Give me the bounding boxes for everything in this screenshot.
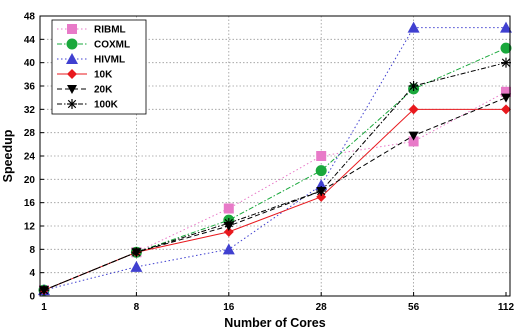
data-point-100k — [316, 186, 327, 196]
x-tick-label: 112 — [498, 302, 515, 313]
y-axis-label: Speedup — [1, 129, 15, 182]
legend-label: 20K — [94, 85, 113, 96]
legend-marker — [67, 24, 77, 34]
data-point-20k — [408, 131, 419, 141]
legend-item-coxml: COXML — [57, 38, 130, 51]
data-point-100k — [131, 247, 142, 258]
legend-item-10k: 10K — [57, 69, 113, 81]
series-line-100k — [43, 62, 507, 291]
data-point-100k — [223, 218, 234, 229]
series-line-20k — [43, 97, 507, 291]
data-point-coxml — [315, 165, 327, 177]
y-tick-label: 4 — [29, 268, 35, 279]
legend-label: 10K — [94, 70, 113, 81]
data-point-100k — [408, 81, 419, 91]
series-group — [38, 21, 512, 296]
y-tick-label: 8 — [29, 245, 35, 256]
data-point-100k — [39, 285, 49, 296]
data-point-10k — [501, 104, 511, 115]
legend-item-hivml: HIVML — [57, 53, 125, 66]
legend-label: 100K — [94, 100, 119, 111]
data-point-ribml — [316, 151, 327, 161]
data-point-ribml — [408, 136, 419, 147]
series-ribml — [39, 86, 511, 296]
legend-box — [51, 19, 147, 115]
legend-marker — [66, 38, 78, 50]
x-tick-label: 28 — [316, 302, 328, 313]
data-point-coxml — [500, 42, 512, 54]
y-tick-label: 20 — [24, 175, 36, 186]
x-axis-ticks: 1 8 16 28 56 112 — [41, 292, 515, 313]
data-point-10k — [408, 104, 419, 115]
data-point-hivml — [222, 243, 235, 255]
series-line-ribml — [43, 91, 507, 291]
legend-label: RIBML — [94, 25, 126, 36]
x-tick-label: 56 — [408, 302, 420, 313]
y-tick-label: 28 — [24, 128, 36, 139]
data-point-hivml — [407, 21, 420, 33]
y-tick-label: 48 — [24, 12, 36, 23]
legend-item-ribml: RIBML — [57, 24, 126, 36]
data-point-ribml — [223, 203, 234, 214]
legend-marker — [67, 69, 77, 79]
x-tick-label: 16 — [223, 302, 235, 313]
x-tick-label: 1 — [41, 302, 47, 313]
legend-label: HIVML — [94, 55, 125, 66]
data-point-hivml — [500, 21, 512, 33]
legend-label: COXML — [94, 40, 130, 51]
y-tick-label: 0 — [29, 292, 35, 303]
series-100k — [39, 57, 511, 296]
y-tick-label: 44 — [24, 35, 36, 46]
y-tick-label: 32 — [24, 105, 36, 116]
legend: RIBML COXML HIVML 10K 20K 100K — [51, 19, 147, 115]
legend-marker — [66, 53, 78, 64]
series-line-10k — [43, 108, 506, 291]
legend-item-20k: 20K — [57, 85, 113, 96]
y-tick-label: 40 — [24, 58, 36, 69]
x-axis-label: Number of Cores — [224, 316, 325, 330]
series-line-coxml — [43, 47, 507, 291]
data-point-ribml — [501, 86, 511, 97]
y-tick-label: 24 — [24, 152, 36, 163]
legend-marker — [67, 99, 77, 109]
plot-frame — [39, 15, 511, 297]
data-point-20k — [501, 93, 511, 103]
data-point-hivml — [130, 260, 143, 272]
y-tick-label: 36 — [24, 82, 36, 93]
x-tick-label: 8 — [134, 302, 140, 313]
series-20k — [39, 93, 511, 296]
legend-item-100k: 100K — [57, 99, 119, 111]
legend-marker — [67, 85, 77, 94]
data-point-10k — [223, 226, 234, 237]
y-tick-label: 16 — [24, 198, 36, 209]
y-tick-label: 12 — [24, 222, 36, 233]
data-point-100k — [501, 57, 511, 68]
